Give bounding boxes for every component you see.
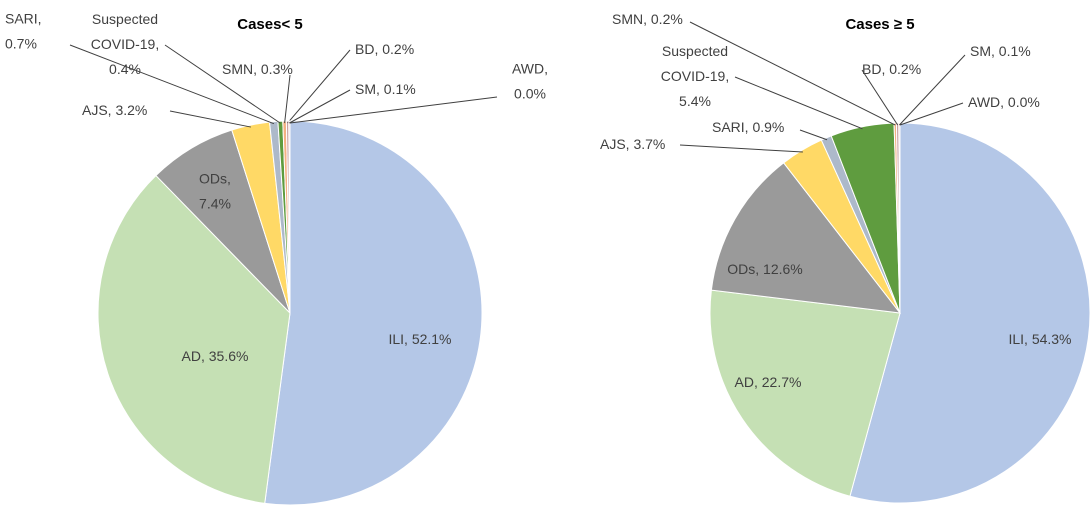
data-label: AD, 22.7% [735, 374, 802, 390]
pie-slice [709, 289, 901, 497]
data-label: ODs, 7.4% [199, 170, 231, 211]
leader-line [899, 54, 966, 126]
chart-title: Cases ≥ 5 [845, 16, 914, 33]
leader-line [169, 110, 251, 128]
leader-line [679, 144, 803, 153]
data-label: AJS, 3.2% [82, 102, 147, 118]
data-label: Suspected COVID-19, 0.4% [91, 11, 159, 77]
pie-slice [710, 162, 902, 314]
data-label: SM, 0.1% [355, 81, 416, 97]
data-label: SM, 0.1% [970, 43, 1031, 59]
data-label: BD, 0.2% [862, 61, 921, 77]
leader-line [289, 96, 498, 124]
data-label: AD, 35.6% [182, 348, 249, 364]
data-label: SARI, 0.7% [5, 10, 42, 51]
chart-title: Cases< 5 [237, 16, 302, 33]
leader-line [69, 44, 275, 125]
data-label: ILI, 54.3% [1008, 331, 1071, 347]
pie-slice [97, 174, 291, 504]
leader-line [861, 69, 899, 126]
pie-slice [264, 120, 483, 506]
data-label: SARI, 0.9% [712, 119, 784, 135]
pie-slice [288, 120, 291, 314]
data-label: SMN, 0.3% [222, 61, 293, 77]
pie-slice [849, 122, 1091, 504]
leader-line [899, 102, 964, 126]
pie-slice [898, 122, 901, 314]
data-label: ODs, 12.6% [727, 261, 802, 277]
leader-line [734, 76, 863, 130]
leader-line [689, 21, 896, 126]
leader-line [799, 129, 828, 141]
data-label: BD, 0.2% [355, 41, 414, 57]
leader-line [289, 89, 351, 124]
data-label: SMN, 0.2% [612, 11, 683, 27]
leader-line [164, 44, 281, 124]
data-label: AWD, 0.0% [968, 94, 1040, 110]
data-label: AJS, 3.7% [600, 136, 665, 152]
data-label: ILI, 52.1% [388, 331, 451, 347]
data-label: AWD, 0.0% [512, 60, 548, 101]
leader-line [284, 74, 291, 124]
leader-line [287, 49, 351, 124]
data-label: Suspected COVID-19, 5.4% [661, 43, 729, 109]
